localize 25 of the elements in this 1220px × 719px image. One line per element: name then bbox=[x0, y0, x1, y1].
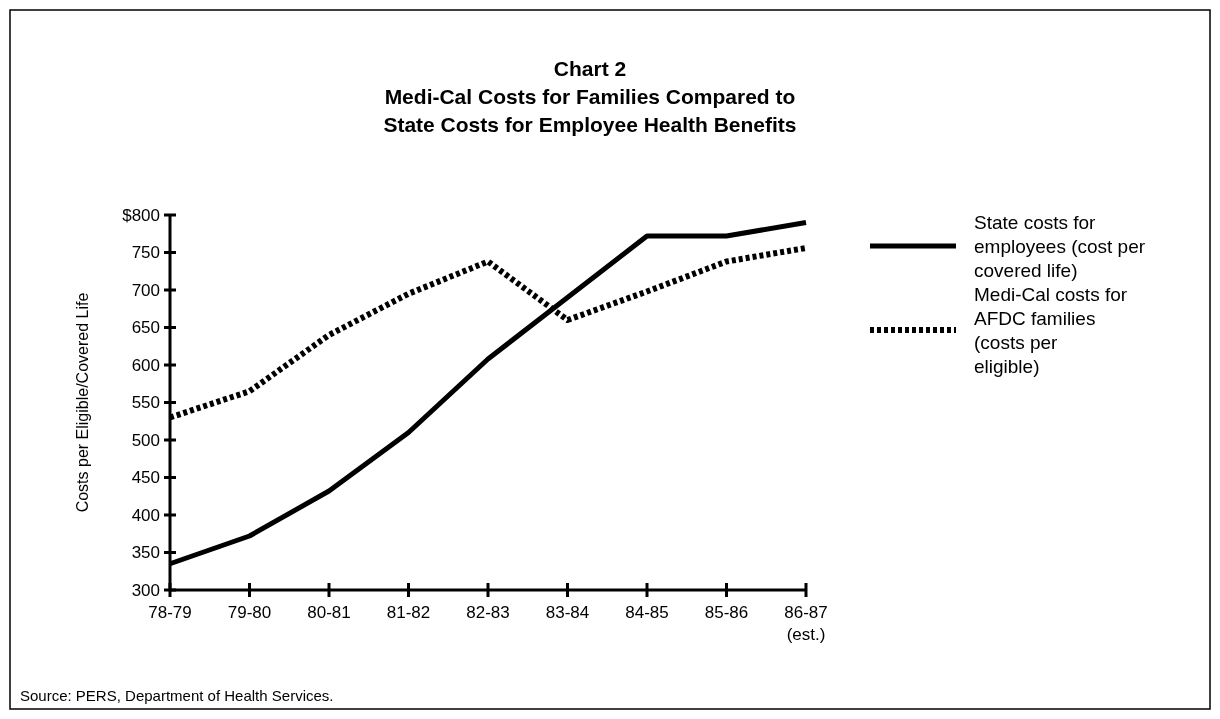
y-tick-label: 450 bbox=[131, 468, 160, 488]
y-tick-label: $800 bbox=[122, 205, 160, 225]
y-tick-label: 700 bbox=[131, 280, 160, 300]
y-tick-label: 550 bbox=[131, 393, 160, 413]
legend-label: Medi-Cal costs for AFDC families (costs per eligible) bbox=[974, 283, 1128, 377]
y-tick-label: 350 bbox=[131, 543, 160, 563]
y-axis-title: Costs per Eligible/Covered Life bbox=[74, 292, 91, 513]
x-tick-label: 83-84 bbox=[545, 603, 590, 622]
x-tick-label: 79-80 bbox=[227, 603, 272, 622]
y-tick-label: 750 bbox=[131, 243, 160, 263]
y-tick-label: 500 bbox=[131, 430, 160, 450]
y-tick-label: 650 bbox=[131, 318, 160, 338]
legend-label: State costs for employees (cost per covered life) bbox=[974, 211, 1146, 281]
x-tick-label: 78-79 bbox=[148, 603, 192, 622]
y-tick-label: 400 bbox=[131, 505, 160, 525]
y-tick-label: 300 bbox=[131, 580, 160, 600]
x-tick-label: 82-83 bbox=[466, 603, 510, 622]
source-note: Source: PERS, Department of Health Services. bbox=[20, 687, 334, 704]
x-tick-label: 86-87 (est.) bbox=[784, 603, 828, 644]
y-tick-label: 600 bbox=[131, 355, 160, 375]
x-tick-label: 84-85 bbox=[625, 603, 669, 622]
x-tick-label: 80-81 bbox=[307, 603, 351, 622]
chart-title: Chart 2 Medi-Cal Costs for Families Compared to State Costs for Employee Health Benefits bbox=[383, 57, 797, 136]
x-tick-label: 81-82 bbox=[386, 603, 431, 622]
x-tick-label: 85-86 bbox=[704, 603, 749, 622]
